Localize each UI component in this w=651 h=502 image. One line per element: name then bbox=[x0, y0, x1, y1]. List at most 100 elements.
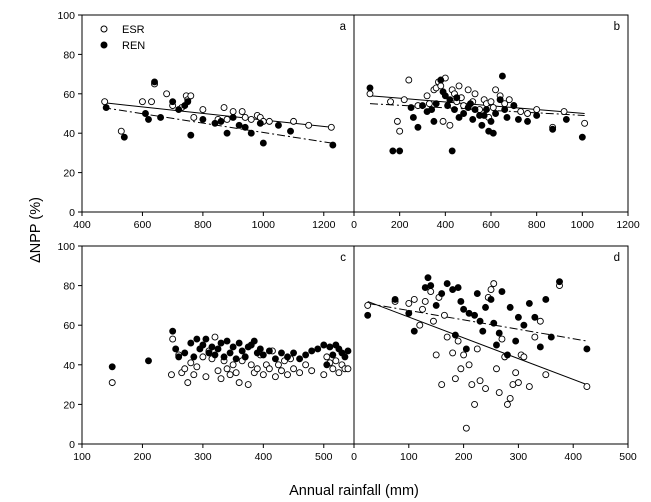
ren-point bbox=[514, 313, 522, 321]
esr-point bbox=[364, 301, 372, 309]
y-tick-label: 60 bbox=[63, 89, 75, 101]
esr-point bbox=[440, 311, 448, 319]
ren-point bbox=[323, 361, 331, 369]
ren-point bbox=[476, 317, 484, 325]
x-tick-label: 200 bbox=[455, 451, 473, 463]
esr-point bbox=[199, 106, 207, 114]
esr-point bbox=[168, 371, 175, 379]
esr-point bbox=[493, 365, 500, 373]
ren-point bbox=[308, 347, 316, 355]
x-tick-label: 600 bbox=[134, 219, 152, 231]
x-tick-label: 400 bbox=[73, 219, 91, 231]
ren-point bbox=[409, 113, 417, 121]
esr-point bbox=[425, 100, 433, 108]
x-tick-label: 1200 bbox=[616, 219, 640, 231]
x-axis-title: Annual rainfall (mm) bbox=[289, 483, 419, 499]
esr-point bbox=[560, 108, 568, 115]
ren-point bbox=[549, 125, 557, 133]
esr-point bbox=[323, 353, 331, 361]
ren-point bbox=[471, 106, 479, 114]
esr-point bbox=[503, 400, 511, 408]
esr-point bbox=[335, 369, 343, 377]
esr-point bbox=[199, 353, 207, 361]
ren-point bbox=[211, 119, 219, 127]
ren-point bbox=[547, 333, 555, 341]
x-tick-label: 1000 bbox=[252, 219, 276, 231]
ren-point bbox=[187, 131, 195, 139]
ren-point bbox=[241, 123, 249, 131]
esr-point bbox=[241, 113, 249, 121]
esr-point bbox=[138, 98, 146, 106]
ren-point bbox=[514, 115, 522, 123]
esr-point bbox=[531, 333, 539, 341]
ren-point bbox=[424, 274, 432, 282]
panel-b-letter: b bbox=[614, 21, 620, 33]
esr-point bbox=[542, 371, 550, 379]
esr-point bbox=[238, 108, 246, 115]
ren-point bbox=[220, 353, 228, 361]
esr-point bbox=[308, 367, 316, 375]
ren-point bbox=[536, 343, 544, 351]
esr-point bbox=[184, 379, 192, 387]
esr-point bbox=[423, 92, 431, 100]
esr-point bbox=[302, 361, 310, 369]
panel-d-frame bbox=[353, 245, 629, 445]
ren-point bbox=[446, 96, 454, 104]
ren-point bbox=[455, 113, 463, 121]
ren-point bbox=[284, 353, 291, 361]
ren-point bbox=[443, 280, 451, 288]
esr-point bbox=[187, 359, 195, 367]
ren-point bbox=[145, 115, 152, 123]
ren-point bbox=[487, 117, 495, 125]
y-tick-label: 40 bbox=[63, 128, 75, 140]
ren-point bbox=[211, 351, 219, 359]
esr-point bbox=[489, 104, 497, 112]
esr-point bbox=[410, 296, 418, 303]
esr-point bbox=[190, 371, 198, 379]
x-tick-label: 600 bbox=[482, 219, 500, 231]
esr-point bbox=[163, 90, 171, 98]
esr-point bbox=[468, 381, 476, 389]
ren-point bbox=[583, 345, 591, 353]
ren-point bbox=[329, 141, 337, 149]
ren-point bbox=[169, 98, 177, 106]
esr-point bbox=[473, 345, 481, 353]
legend-ren-label: REN bbox=[122, 40, 145, 52]
esr-point bbox=[393, 117, 401, 125]
esr-point bbox=[449, 349, 457, 357]
esr-point bbox=[536, 317, 544, 325]
ren-point bbox=[471, 311, 479, 319]
x-tick-label: 500 bbox=[315, 451, 333, 463]
ren-point bbox=[427, 282, 435, 290]
ren-point bbox=[531, 313, 539, 321]
esr-point bbox=[265, 365, 273, 373]
esr-point bbox=[416, 321, 424, 329]
y-tick-label: 0 bbox=[69, 207, 75, 219]
esr-point bbox=[482, 385, 489, 393]
esr-point bbox=[498, 335, 506, 343]
y-tick-label: 100 bbox=[57, 241, 75, 253]
ren-point bbox=[469, 115, 477, 123]
ren-point bbox=[503, 351, 511, 359]
esr-point bbox=[487, 286, 495, 294]
ren-point bbox=[120, 133, 128, 141]
ren-point bbox=[479, 327, 487, 335]
ren-point bbox=[460, 110, 468, 117]
ren-point bbox=[457, 297, 465, 305]
ren-point bbox=[341, 353, 349, 361]
ren-point bbox=[448, 147, 456, 155]
x-tick-label: 400 bbox=[437, 219, 455, 231]
esr-point bbox=[471, 400, 479, 408]
esr-point bbox=[476, 377, 484, 385]
ren-point bbox=[414, 123, 422, 131]
ren-point bbox=[524, 117, 531, 125]
ren-point bbox=[247, 129, 255, 137]
esr-point bbox=[202, 373, 210, 381]
panel-c: 100 200 300 400 500 0 20 40 60 80 100 c bbox=[57, 241, 355, 463]
ren-point bbox=[520, 321, 528, 329]
ren-point bbox=[437, 76, 445, 84]
esr-point bbox=[464, 86, 472, 94]
esr-point bbox=[296, 369, 304, 377]
y-axis-title: ΔNPP (%) bbox=[28, 197, 44, 263]
ren-point bbox=[454, 284, 462, 292]
